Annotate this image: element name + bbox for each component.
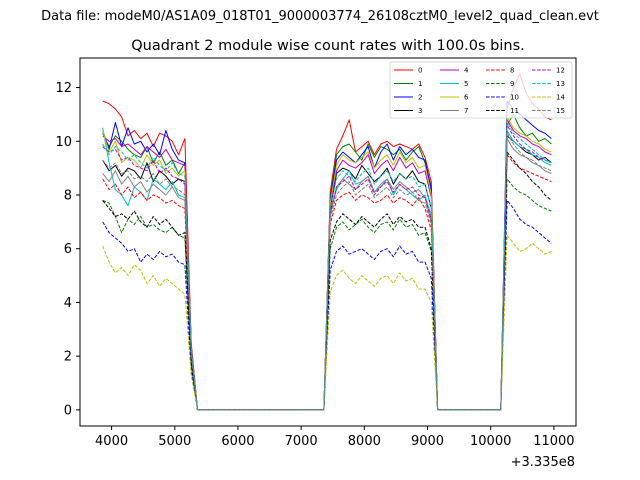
legend-label-4: 4 [464,67,469,75]
legend-label-10: 10 [510,94,519,102]
legend-label-13: 13 [556,80,565,88]
chart-title: Quadrant 2 module wise count rates with … [131,38,525,54]
x-tick-label: 5000 [158,434,191,449]
y-tick-label: 2 [64,350,72,365]
series-line-15 [102,132,552,411]
legend-label-12: 12 [556,67,565,75]
y-tick-label: 0 [64,403,72,418]
legend-label-11: 11 [510,107,519,115]
x-tick-label: 8000 [348,434,381,449]
x-tick-label: 7000 [285,434,318,449]
axes-frame [79,57,577,427]
series-line-13 [102,122,552,411]
legend-label-3: 3 [418,107,422,115]
y-tick-label: 4 [64,296,72,311]
y-tick-label: 8 [64,188,72,203]
x-axis-offset-label: +3.335e8 [511,455,575,470]
x-tick-label: 11000 [533,434,574,449]
y-tick-label: 12 [55,81,72,96]
series-line-7 [102,138,552,411]
legend-box [389,61,573,119]
y-tick-label: 10 [55,135,72,150]
x-tick-label: 6000 [221,434,254,449]
series-line-3 [102,135,552,411]
x-axis: 4000 5000 6000 7000 8000 9000 10000 11000 [95,426,575,449]
plot-lines [102,73,552,411]
legend-label-5: 5 [464,80,468,88]
legend-label-14: 14 [556,94,565,102]
x-tick-label: 9000 [411,434,444,449]
x-tick-label: 10000 [470,434,511,449]
x-tick-label: 4000 [95,434,128,449]
series-line-11 [102,151,552,411]
legend-label-9: 9 [510,80,514,88]
series-line-6 [102,116,552,411]
legend-label-15: 15 [556,107,565,115]
y-tick-label: 6 [64,242,72,257]
series-line-1 [102,113,552,411]
legend-label-1: 1 [418,80,422,88]
legend-label-8: 8 [510,67,514,75]
legend-label-7: 7 [464,107,468,115]
series-line-4 [102,119,552,411]
legend-label-2: 2 [418,94,422,102]
legend-label-0: 0 [418,67,422,75]
legend-label-6: 6 [464,94,469,102]
chart-suptitle: Data file: modeM0/AS1A09_018T01_90000037… [41,9,599,24]
series-line-12 [102,124,552,411]
series-line-10 [102,199,552,411]
y-axis: 0 2 4 6 8 10 12 [55,81,80,418]
